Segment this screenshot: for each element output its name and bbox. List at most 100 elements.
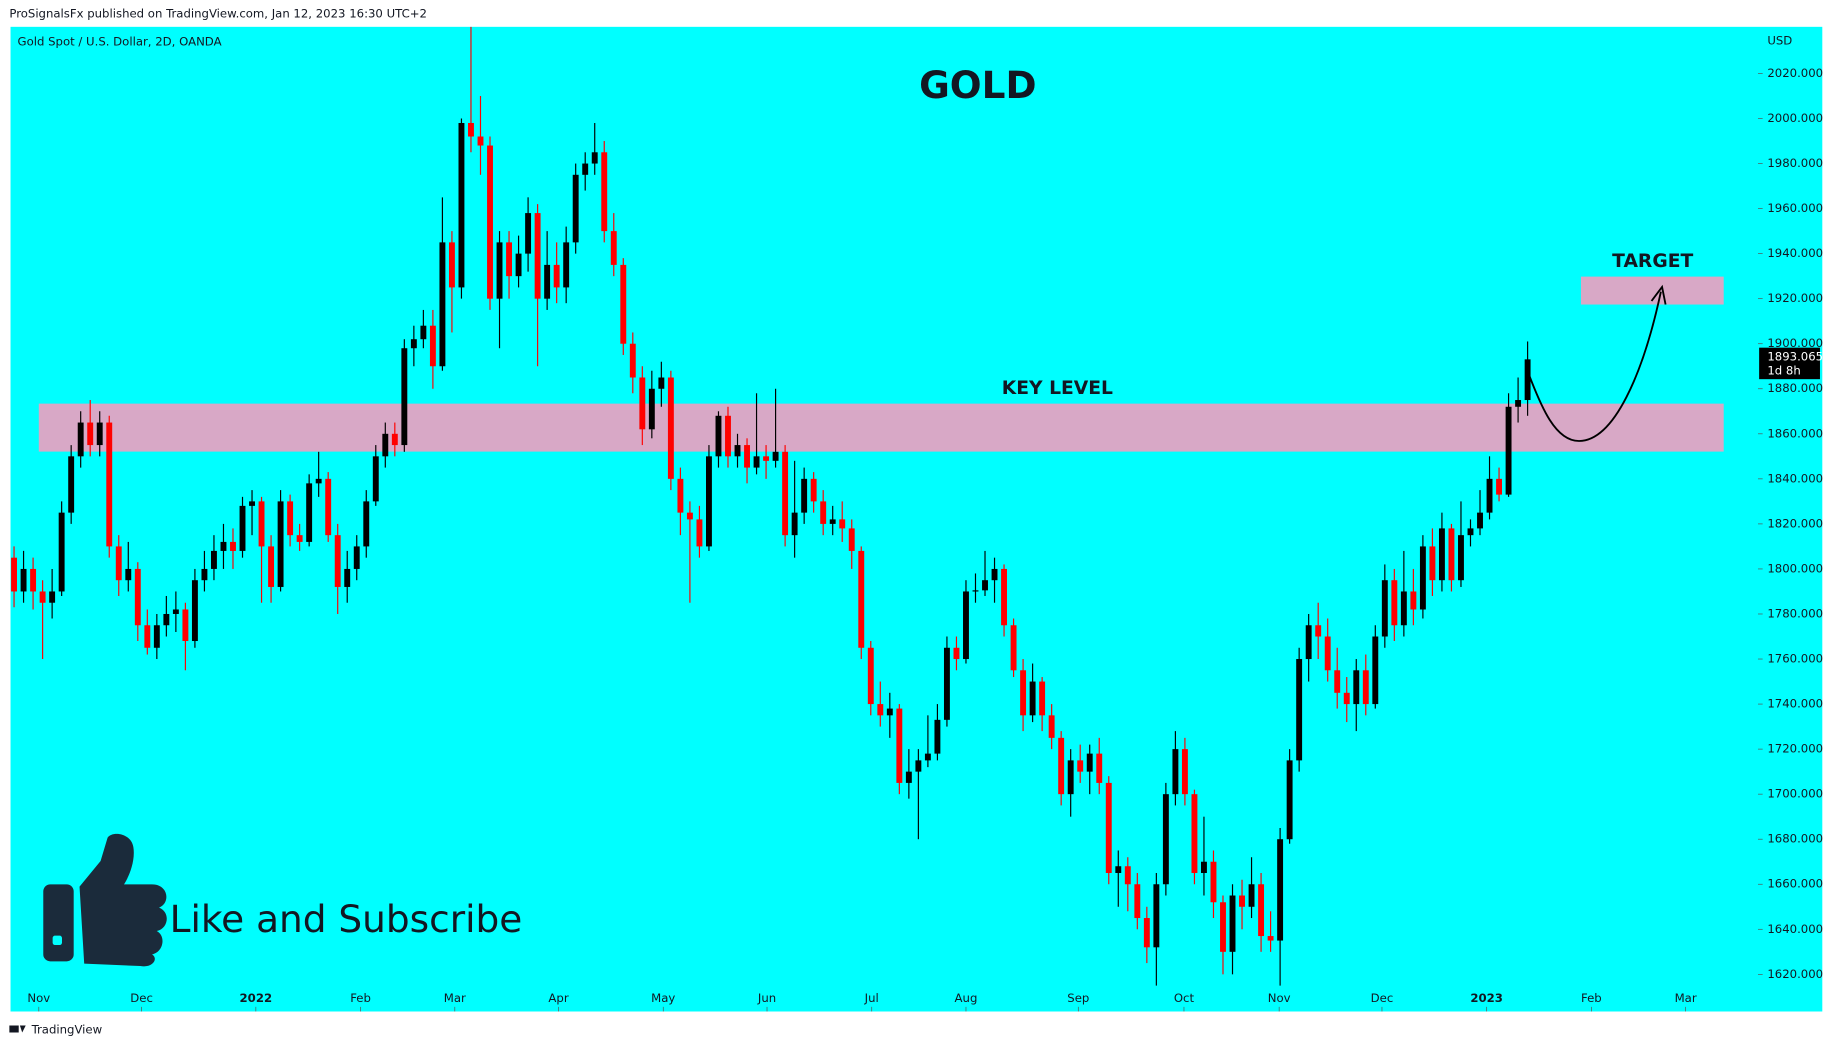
candle-body bbox=[506, 242, 513, 277]
candle-body bbox=[1029, 681, 1036, 716]
candle-body bbox=[1105, 782, 1112, 873]
candle-body bbox=[791, 512, 798, 536]
candle-body bbox=[1343, 692, 1350, 705]
candle-body bbox=[1391, 580, 1398, 626]
candle-body bbox=[1086, 753, 1093, 772]
y-tick-label: 1660.000 bbox=[1767, 877, 1823, 891]
candle-body bbox=[182, 609, 189, 642]
candle-body bbox=[953, 647, 960, 660]
y-tick-label: 1800.000 bbox=[1767, 561, 1823, 575]
candle-body bbox=[620, 264, 627, 344]
candle-body bbox=[544, 264, 551, 299]
candle-body bbox=[1353, 670, 1360, 705]
candle-body bbox=[1162, 794, 1169, 885]
y-tick-label: 1880.000 bbox=[1767, 381, 1823, 395]
candle-body bbox=[648, 388, 655, 430]
candles bbox=[11, 26, 1531, 986]
candle-body bbox=[1153, 884, 1160, 948]
candle-body bbox=[1001, 568, 1008, 626]
candle-body bbox=[468, 123, 474, 137]
candle-body bbox=[896, 708, 903, 783]
candle-body bbox=[1201, 861, 1207, 873]
y-tick-label: 2000.000 bbox=[1767, 111, 1823, 125]
candle-body bbox=[934, 719, 941, 754]
candle-body bbox=[1143, 918, 1150, 948]
candle-body bbox=[534, 213, 541, 299]
candle-body bbox=[763, 456, 770, 461]
annotation: Like and Subscribe bbox=[170, 897, 523, 941]
candle-body bbox=[1515, 400, 1522, 407]
y-tick-label: 1760.000 bbox=[1767, 652, 1823, 666]
candle-body bbox=[1286, 760, 1293, 840]
candle-body bbox=[429, 325, 436, 367]
candle-body bbox=[134, 568, 141, 626]
candle-body bbox=[1058, 737, 1065, 795]
candle-body bbox=[924, 753, 931, 761]
candle-body bbox=[1467, 528, 1474, 536]
candle-body bbox=[410, 339, 417, 349]
candle-body bbox=[667, 377, 674, 479]
footer-brand: TradingView bbox=[31, 1023, 103, 1037]
candle-body bbox=[1410, 591, 1417, 610]
axes: 1620.000 1640.000 1660.000 1680.000 1700.000… bbox=[27, 66, 1823, 1012]
candle-body bbox=[639, 377, 646, 430]
candle-body bbox=[1077, 760, 1084, 772]
y-tick-label: 1720.000 bbox=[1767, 742, 1823, 756]
x-tick-label: Feb bbox=[350, 991, 371, 1005]
candle-body bbox=[163, 613, 170, 626]
candle-body bbox=[439, 242, 446, 367]
candle-body bbox=[1334, 670, 1341, 693]
candle-body bbox=[191, 580, 198, 642]
candle-body bbox=[315, 478, 322, 484]
candle-body bbox=[458, 123, 465, 288]
candle-body bbox=[230, 541, 236, 551]
candle-body bbox=[991, 568, 998, 581]
candle-body bbox=[553, 264, 560, 288]
candle-body bbox=[629, 343, 636, 378]
x-tick-label: Jul bbox=[864, 991, 879, 1005]
x-tick-label: Mar bbox=[444, 991, 466, 1005]
candle-body bbox=[1115, 866, 1122, 873]
x-tick-label: 2023 bbox=[1470, 991, 1503, 1005]
candle-body bbox=[1296, 659, 1303, 761]
candle-body bbox=[220, 541, 227, 551]
candle-body bbox=[1496, 478, 1503, 495]
candle-body bbox=[677, 478, 684, 513]
candle-body bbox=[1438, 528, 1445, 581]
candle-body bbox=[115, 546, 122, 581]
y-tick-label: 2020.000 bbox=[1767, 66, 1823, 80]
candle-body bbox=[801, 478, 808, 513]
candle-body bbox=[201, 568, 208, 581]
candle-body bbox=[1419, 546, 1426, 610]
candle-body bbox=[1039, 681, 1046, 716]
x-tick-label: May bbox=[651, 991, 675, 1005]
last-price-label: 1893.065 bbox=[1767, 350, 1823, 364]
candle-body bbox=[106, 422, 113, 547]
candle-body bbox=[30, 568, 37, 592]
candle-body bbox=[239, 505, 246, 551]
candle-body bbox=[658, 377, 665, 389]
candle-body bbox=[772, 451, 779, 461]
candle-body bbox=[734, 445, 741, 457]
candle-body bbox=[1239, 895, 1245, 907]
y-tick-label: 1700.000 bbox=[1767, 787, 1823, 801]
x-tick-label: Dec bbox=[130, 991, 153, 1005]
candle-body bbox=[706, 456, 712, 547]
y-tick-label: 1860.000 bbox=[1767, 426, 1823, 440]
candle-body bbox=[1181, 749, 1188, 795]
y-tick-label: 1960.000 bbox=[1767, 201, 1823, 215]
y-tick-label: 1980.000 bbox=[1767, 156, 1823, 170]
candle-body bbox=[96, 422, 103, 446]
candle-body bbox=[1210, 861, 1217, 903]
candle-body bbox=[11, 557, 17, 592]
x-tick-label: Nov bbox=[27, 991, 50, 1005]
candle-body bbox=[68, 456, 75, 513]
candle-body bbox=[1400, 591, 1407, 626]
candle-body bbox=[867, 647, 874, 705]
candle-body bbox=[1067, 760, 1074, 795]
candle-body bbox=[810, 478, 817, 502]
candle-body bbox=[839, 519, 846, 529]
candle-body bbox=[1048, 715, 1055, 738]
symbol-subtitle: Gold Spot / U.S. Dollar, 2D, OANDA bbox=[18, 35, 222, 49]
candle-body bbox=[1229, 895, 1236, 952]
